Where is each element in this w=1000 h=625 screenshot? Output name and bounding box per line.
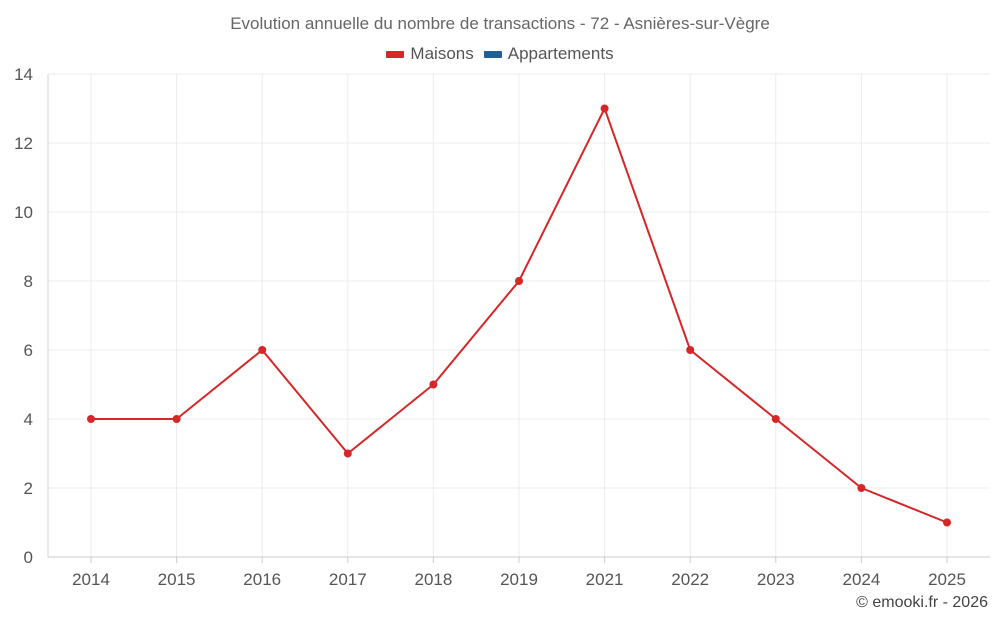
data-point-maisons bbox=[686, 346, 695, 354]
y-tick-label: 0 bbox=[24, 548, 33, 567]
y-tick-label: 10 bbox=[14, 203, 33, 222]
legend-label-appartements: Appartements bbox=[507, 44, 614, 63]
legend-swatch-maisons bbox=[386, 50, 405, 58]
data-point-maisons bbox=[343, 449, 352, 458]
x-tick-label: 2018 bbox=[414, 570, 452, 589]
x-tick-label: 2024 bbox=[842, 570, 880, 589]
x-tick-label: 2017 bbox=[329, 570, 367, 589]
data-point-maisons bbox=[258, 346, 267, 354]
x-tick-label: 2014 bbox=[72, 570, 110, 589]
x-tick-label: 2019 bbox=[500, 570, 538, 589]
y-tick-label: 4 bbox=[24, 410, 33, 429]
legend-label-maisons: Maisons bbox=[410, 44, 474, 63]
x-tick-label: 2021 bbox=[586, 570, 624, 589]
legend-item-maisons[interactable]: Maisons bbox=[386, 44, 474, 64]
x-tick-label: 2022 bbox=[671, 570, 709, 589]
y-tick-label: 2 bbox=[24, 479, 33, 498]
chart-title: Evolution annuelle du nombre de transact… bbox=[230, 14, 770, 33]
data-point-maisons bbox=[515, 277, 523, 285]
data-point-maisons bbox=[87, 415, 95, 423]
x-tick-label: 2016 bbox=[243, 570, 281, 589]
data-point-maisons bbox=[943, 518, 951, 527]
data-point-maisons bbox=[172, 415, 181, 423]
copyright-credit: © emooki.fr - 2026 bbox=[856, 594, 988, 611]
legend-swatch-appartements bbox=[483, 50, 502, 58]
data-point-maisons bbox=[857, 484, 866, 492]
chart-legend: Maisons Appartements bbox=[0, 44, 1000, 64]
x-tick-label: 2023 bbox=[757, 570, 795, 589]
y-tick-label: 8 bbox=[24, 272, 33, 291]
y-tick-label: 12 bbox=[14, 134, 33, 153]
x-tick-label: 2015 bbox=[158, 570, 196, 589]
legend-item-appartements[interactable]: Appartements bbox=[483, 44, 614, 64]
y-tick-label: 14 bbox=[14, 65, 33, 84]
data-point-maisons bbox=[429, 380, 438, 389]
x-tick-label: 2025 bbox=[928, 570, 966, 589]
y-tick-label: 6 bbox=[24, 341, 33, 360]
data-point-maisons bbox=[771, 415, 780, 423]
data-point-maisons bbox=[600, 104, 609, 113]
